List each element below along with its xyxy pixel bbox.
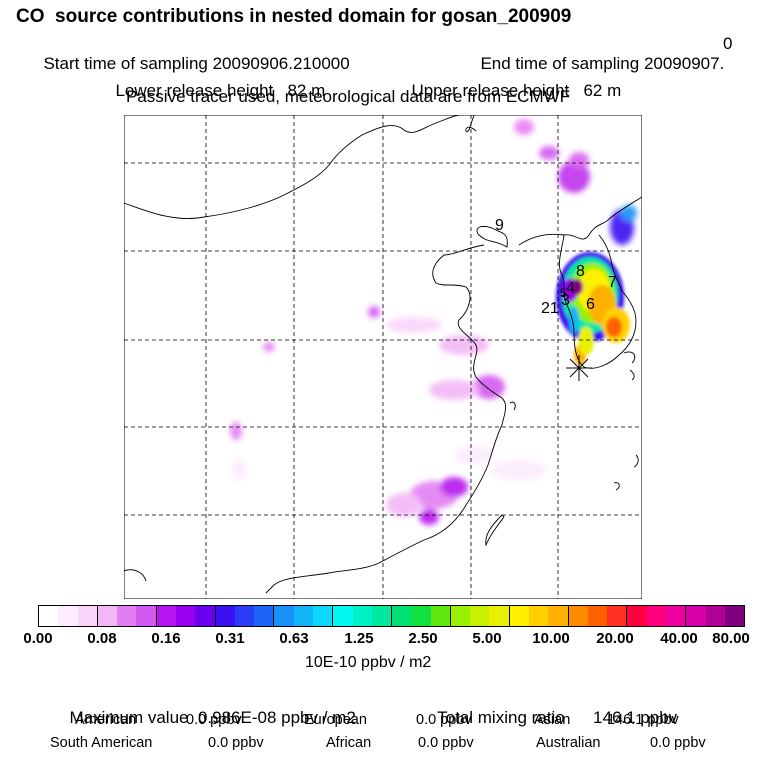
colorbar-cell — [587, 606, 608, 626]
colorbar-cell — [215, 606, 235, 626]
max-value-line: Maximum value 0.986E-08 ppbv / m2 — [60, 688, 356, 728]
track-label-4: 4 — [566, 280, 575, 297]
colorbar-units: 10E-10 ppbv / m2 — [305, 654, 432, 671]
colorbar-cell — [371, 606, 393, 626]
region-value: 0.0 ppbv — [418, 735, 474, 751]
colorbar-tick: 0.08 — [87, 630, 117, 647]
colorbar-cell — [607, 606, 628, 626]
colorbar-tick: 10.00 — [532, 630, 570, 647]
track-label-6: 6 — [586, 296, 595, 313]
colorbar-tick: 2.50 — [408, 630, 438, 647]
colorbar-cell — [646, 606, 666, 626]
colorbar-tick: 0.00 — [23, 630, 53, 647]
colorbar-cell — [234, 606, 255, 626]
upper-release: Upper release height 62 m — [402, 61, 621, 101]
colorbar-cell — [529, 606, 549, 626]
colorbar-cell — [568, 606, 588, 626]
colorbar-cell — [195, 606, 216, 626]
colorbar-cell — [117, 606, 137, 626]
concentration-field — [230, 119, 637, 525]
region-name: African — [326, 735, 372, 751]
colorbar-cell — [58, 606, 78, 626]
colorbar — [38, 605, 745, 627]
start-value: 20090906.210000 — [212, 54, 350, 73]
colorbar-cell — [430, 606, 451, 626]
lower-release: Lower release height 82 m — [106, 61, 325, 101]
region-name: European — [304, 712, 367, 728]
colorbar-cell — [156, 606, 176, 626]
colorbar-cell — [352, 606, 372, 626]
colorbar-tick: 40.00 — [660, 630, 698, 647]
colorbar-cell — [489, 606, 510, 626]
colorbar-cell — [274, 606, 294, 626]
region-value: 0.0 ppbv — [208, 735, 264, 751]
map-panel: 9 8 7 4 3 5 6 21 — [124, 115, 642, 599]
region-name: Asian — [534, 712, 571, 728]
total-mixing-line: Total mixing ratio 146.1 ppbv — [428, 688, 677, 728]
colorbar-cell — [175, 606, 196, 626]
colorbar-cell — [705, 606, 725, 626]
colorbar-cell — [724, 606, 745, 626]
colorbar-cell — [450, 606, 471, 626]
colorbar-cell — [136, 606, 157, 626]
lower-value: 82 m — [287, 81, 326, 100]
region-value: 0.0 ppbv — [650, 735, 706, 751]
region-name: American — [75, 712, 137, 728]
colorbar-cell — [39, 606, 59, 626]
region-name: Australian — [536, 735, 601, 751]
region-name: South American — [50, 735, 153, 751]
colorbar-tick: 0.31 — [215, 630, 245, 647]
track-label-3: 3 — [561, 292, 570, 309]
region-value: 0.0 ppbv — [186, 712, 242, 728]
asterisk-icon — [566, 355, 592, 381]
colorbar-cell — [666, 606, 687, 626]
end-suffix: 0 — [723, 34, 733, 53]
sampling-end: End time of sampling 20090907. — [471, 34, 724, 74]
colorbar-tick: 0.63 — [279, 630, 309, 647]
end-label: End time of sampling — [480, 54, 640, 73]
colorbar-cell — [509, 606, 530, 626]
track-label-7: 7 — [608, 274, 617, 291]
graticule — [124, 115, 642, 599]
colorbar-cell — [470, 606, 490, 626]
lower-label: Lower release height — [115, 81, 274, 100]
colorbar-cell — [293, 606, 313, 626]
region-value: 0.0 ppbv — [416, 712, 472, 728]
tracer-note: Passive tracer used, meteorological data… — [126, 87, 571, 106]
max-value: 0.986E-08 ppbv / m2 — [197, 708, 356, 727]
start-label: Start time of sampling — [43, 54, 208, 73]
plot-title: CO source contributions in nested domain… — [16, 6, 572, 27]
colorbar-tick: 0.16 — [151, 630, 181, 647]
colorbar-cell — [333, 606, 353, 626]
upper-value: 62 m — [583, 81, 622, 100]
max-label: Maximum value — [69, 708, 189, 727]
colorbar-cell — [548, 606, 569, 626]
colorbar-tick: 5.00 — [472, 630, 502, 647]
end-value: 20090907. — [643, 54, 725, 73]
track-label-21: 21 — [541, 300, 559, 317]
colorbar-cell — [392, 606, 412, 626]
total-value: 146.1 ppbv — [593, 708, 678, 727]
track-label-9: 9 — [495, 217, 504, 234]
colorbar-cell — [97, 606, 118, 626]
total-label: Total mixing ratio — [437, 708, 565, 727]
track-label-5: 5 — [560, 286, 567, 300]
colorbar-tick: 80.00 — [712, 630, 750, 647]
colorbar-tick: 1.25 — [344, 630, 374, 647]
colorbar-cell — [686, 606, 706, 626]
colorbar-cell — [312, 606, 334, 626]
colorbar-tick: 20.00 — [596, 630, 634, 647]
colorbar-cell — [411, 606, 431, 626]
sampling-start: Start time of sampling 20090906.210000 — [34, 34, 350, 74]
colorbar-cell — [254, 606, 275, 626]
region-value: 146.1 ppbv — [607, 712, 679, 728]
colorbar-cell — [627, 606, 647, 626]
colorbar-cell — [77, 606, 98, 626]
upper-label: Upper release height — [411, 81, 570, 100]
coastlines — [124, 115, 642, 594]
track-label-8: 8 — [576, 263, 585, 280]
